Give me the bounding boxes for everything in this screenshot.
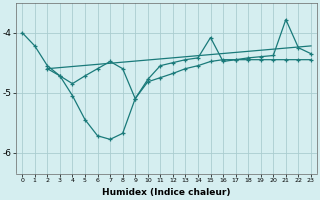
X-axis label: Humidex (Indice chaleur): Humidex (Indice chaleur)	[102, 188, 231, 197]
